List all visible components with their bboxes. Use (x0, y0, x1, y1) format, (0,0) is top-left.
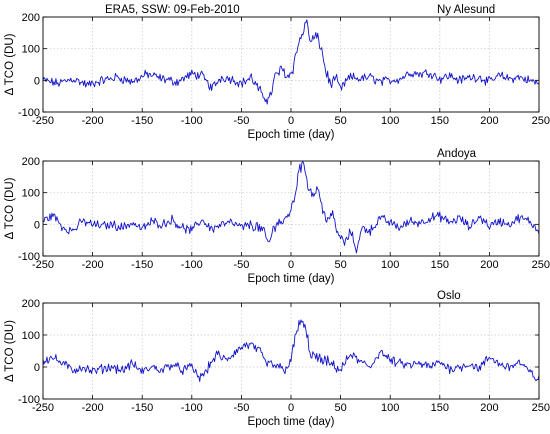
x-tick-label: 200 (480, 402, 498, 414)
x-tick-label: 100 (381, 115, 399, 127)
y-axis-label: Δ TCO (DU) (4, 320, 16, 382)
x-tick-label: 0 (288, 402, 294, 414)
y-tick-label: 100 (22, 44, 40, 56)
x-tick-label: 50 (334, 259, 346, 271)
y-axis-label: Δ TCO (DU) (4, 33, 16, 95)
x-tick-label: 50 (334, 402, 346, 414)
x-axis-label: Epoch time (day) (248, 416, 335, 428)
y-tick-label: 100 (22, 188, 40, 200)
x-axis-label: Epoch time (day) (248, 129, 335, 141)
y-tick-label: 200 (22, 156, 40, 168)
x-tick-label: -100 (181, 115, 203, 127)
series-line (42, 319, 540, 382)
x-tick-label: 150 (431, 259, 449, 271)
x-tick-label: -250 (32, 402, 54, 414)
panel-0: -250 -200 -150 -100 -50 0 50 100 150 200 250 -100 0 1… (4, 4, 550, 141)
x-tick-label: -200 (82, 402, 104, 414)
series-line (42, 161, 540, 254)
y-tick-label: -100 (18, 251, 40, 263)
x-tick-label: 250 (532, 115, 550, 127)
y-tick-label: -100 (18, 394, 40, 406)
x-tick-label: -150 (131, 115, 153, 127)
y-tick-label: 200 (22, 298, 40, 310)
x-tick-label: 250 (532, 259, 550, 271)
x-tick-label: 250 (532, 402, 550, 414)
x-tick-label: 50 (334, 115, 346, 127)
x-tick-label: 0 (288, 115, 294, 127)
figure-caption: ERA5, SSW: 09-Feb-2010 (105, 4, 240, 16)
y-tick-label: 0 (34, 75, 40, 87)
y-tick-label: 0 (34, 219, 40, 231)
x-tick-label: -200 (82, 115, 104, 127)
x-axis-label: Epoch time (day) (248, 273, 335, 285)
x-tick-label: -50 (233, 115, 249, 127)
x-tick-label: 150 (431, 115, 449, 127)
x-tick-label: -150 (131, 402, 153, 414)
y-tick-label: -100 (18, 107, 40, 119)
panel-1: -250 -200 -150 -100 -50 0 50 100 150 200 250 -100 0 1… (4, 148, 550, 285)
x-tick-label: -250 (32, 259, 54, 271)
x-tick-label: -100 (181, 402, 203, 414)
x-tick-label: -150 (131, 259, 153, 271)
x-tick-label: -200 (82, 259, 104, 271)
x-tick-label: 100 (381, 402, 399, 414)
x-tick-label: -50 (233, 259, 249, 271)
x-tick-label: 0 (288, 259, 294, 271)
series-line (42, 19, 540, 105)
x-tick-label: 200 (480, 115, 498, 127)
x-tick-label: 150 (431, 402, 449, 414)
y-tick-label: 0 (34, 362, 40, 374)
station-title: Andoya (437, 148, 477, 160)
station-title: Oslo (437, 290, 461, 302)
station-title: Ny Alesund (437, 4, 495, 16)
x-tick-label: -50 (233, 402, 249, 414)
x-tick-label: 200 (480, 259, 498, 271)
x-tick-label: -250 (32, 115, 54, 127)
y-tick-label: 100 (22, 330, 40, 342)
x-tick-label: 100 (381, 259, 399, 271)
panel-2: -250 -200 -150 -100 -50 0 50 100 150 200 250 -100 0 1… (4, 290, 550, 428)
y-tick-label: 200 (22, 12, 40, 24)
y-axis-label: Δ TCO (DU) (4, 177, 16, 239)
x-tick-label: -100 (181, 259, 203, 271)
